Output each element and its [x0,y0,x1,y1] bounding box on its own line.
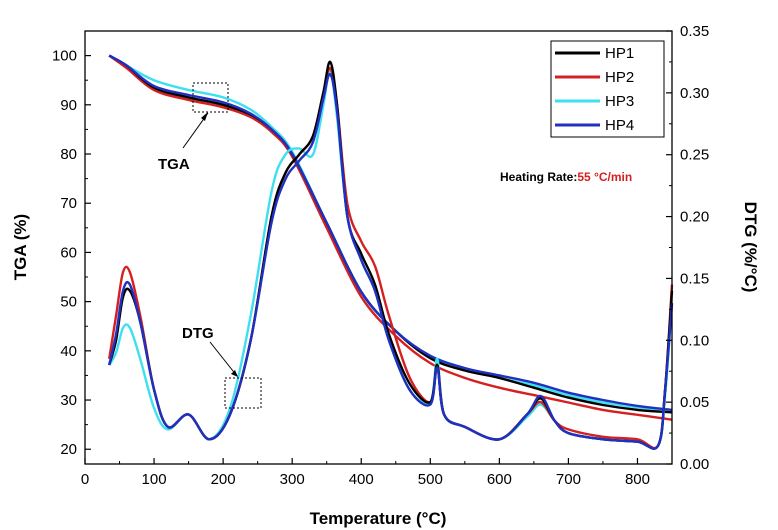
y-right-tick-label: 0.00 [680,456,709,473]
x-tick-label: 0 [81,471,89,488]
legend-label-hp3: HP3 [605,93,634,110]
legend-box [550,40,665,138]
tga-curve-hp2 [108,54,673,421]
x-tick-label: 200 [211,471,236,488]
heating-rate-value: 55 °C/min [577,170,632,184]
y-left-tick-label: 70 [60,195,77,212]
tga-zoom-box [192,82,229,113]
x-tick-label: 500 [418,471,443,488]
y-right-tick-label: 0.20 [680,209,709,226]
tga-annotation: TGA [158,156,190,173]
x-tick-label: 300 [280,471,305,488]
x-tick-label: 600 [487,471,512,488]
y-left-tick-label: 90 [60,97,77,114]
x-axis-title: Temperature (°C) [310,509,447,528]
y-right-tick-label: 0.05 [680,394,709,411]
heating-rate-annotation: Heating Rate:55 °C/min [500,170,632,184]
y-right-tick-label: 0.30 [680,85,709,102]
y-right-tick-label: 0.15 [680,270,709,287]
legend-label-hp4: HP4 [605,117,634,134]
legend: HP1 HP2 HP3 HP4 [550,40,665,138]
dtg-annotation: DTG [182,325,214,342]
dtg-curve-hp4 [108,73,674,450]
y-left-tick-label: 100 [52,48,77,65]
y-right-tick-label: 0.35 [680,23,709,40]
axis-tick-labels: 0 100 200 300 400 500 600 700 800 20 30 40 50 60 70 80 9… [52,23,709,488]
y-right-tick-label: 0.25 [680,147,709,164]
dtg-arrow [209,341,238,377]
tga-curve-hp4 [108,54,673,412]
tga-arrow-head [201,112,208,121]
y-left-axis-title: TGA (%) [11,214,30,280]
legend-label-hp2: HP2 [605,69,634,86]
data-curves [108,54,674,450]
heating-rate-label: Heating Rate: [500,170,577,184]
y-left-tick-label: 40 [60,343,77,360]
x-tick-label: 700 [556,471,581,488]
y-left-tick-label: 50 [60,294,77,311]
x-tick-label: 800 [625,471,650,488]
y-right-tick-label: 0.10 [680,332,709,349]
y-left-tick-label: 20 [60,441,77,458]
y-left-tick-label: 60 [60,244,77,261]
y-left-tick-label: 30 [60,392,77,409]
y-right-axis-title: DTG (%/°C) [741,202,760,293]
dtg-zoom-box [224,377,262,409]
axis-ticks [84,30,672,465]
y-left-tick-label: 80 [60,146,77,163]
dtg-arrow-head [231,370,238,377]
x-tick-label: 100 [142,471,167,488]
x-tick-label: 400 [349,471,374,488]
legend-label-hp1: HP1 [605,45,634,62]
